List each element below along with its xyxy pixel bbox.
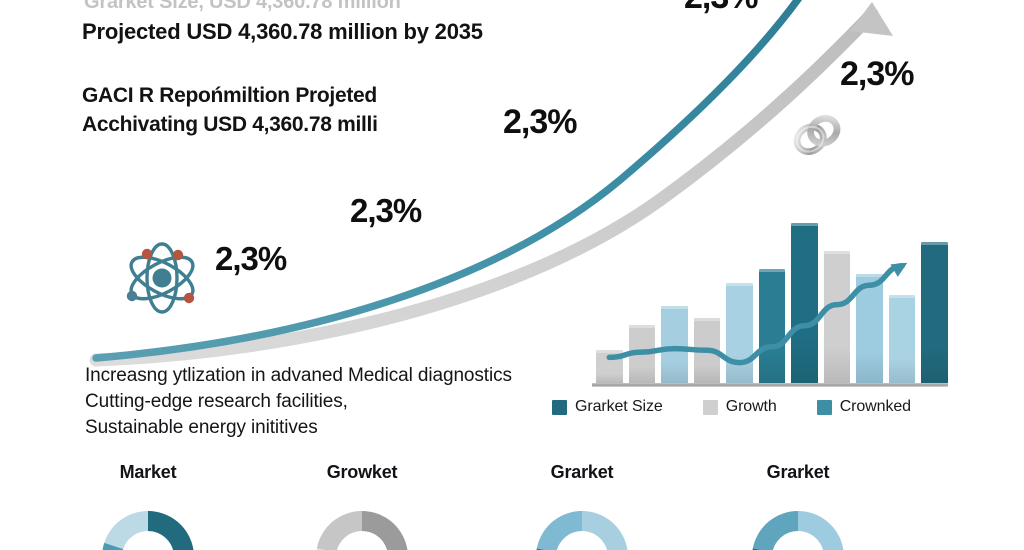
donut-chart-1 [86,495,210,550]
donut-slice [102,542,124,550]
donut-chart-3 [520,495,644,550]
bar-10 [888,295,916,383]
legend-label-crownked: Crownked [839,398,911,415]
donut-title-1: Market [119,462,177,482]
legend-swatch-growth [702,399,718,415]
bar-11 [921,242,948,383]
caption-line-1: Increasng ytlization in advaned Medical … [85,365,512,386]
donut-title-3: Grarket [550,462,614,482]
donut-chart-row: Market Growket Grarket Grarket [0,462,1024,550]
donut-cell-1: Market [48,462,248,550]
legend-swatch-crownked [816,399,832,415]
legend-item-grarket-size[interactable]: Grarket Size [552,398,663,416]
page-title: Projected USD 4,360.78 million by 2035 [82,19,483,44]
donut-cell-3: Grarket [482,462,682,550]
caption-line-3: Sustainable energy inititives [85,417,318,439]
donut-chart-2 [300,495,424,550]
donut-slice [148,511,194,550]
donut-title-2: Growket [326,462,398,482]
percent-callout-5: 2,3% [684,0,758,17]
donut-title-4: Grarket [766,462,830,482]
donut-chart-4 [736,495,860,550]
caption-line-2: Cutting-edge research facilities, [85,391,348,413]
bar-4 [693,317,721,383]
atom-icon [126,242,195,314]
bar-2 [628,324,656,383]
headline-subtitle-line-1: GACI R Repońmiltion Projeted [82,83,377,107]
headline-subtitle: GACI R Repońmiltion Projeted Acchivatin… [82,81,602,141]
percent-callout-1: 2,3% [215,240,287,277]
bar-7 [791,222,818,383]
bar-chart [592,206,948,391]
donut-slice [536,511,582,550]
donut-slice [316,511,362,550]
bar-9 [856,273,883,383]
legend-label-grarket-size: Grarket Size [575,398,663,415]
donut-slice [582,511,628,550]
legend-swatch-grarket-size [552,399,567,415]
bar-8 [823,251,851,383]
bar-6 [758,268,786,383]
baseline-curve-arrowhead [850,2,893,36]
headline-block: Projected USD 4,360.78 million by 2035 G… [82,18,602,140]
percent-callout-3: 2,3% [503,103,577,141]
donut-cell-4: Grarket [698,462,898,550]
donut-slice [752,511,798,550]
legend-label-growth: Growth [725,398,777,415]
donut-cell-2: Growket [262,462,462,550]
bar-5 [726,282,753,383]
donut-slice [798,511,844,550]
percent-callout-2: 2,3% [350,192,422,229]
clipped-headline-fragment: Grarket Size, USD 4,360.78 million [84,0,401,13]
percent-callout-4: 2,3% [840,55,914,93]
donut-slice [362,511,408,550]
donut-slice [104,511,148,549]
caption-block: Increasng ytlization in advaned Medical … [85,363,615,442]
legend-item-growth[interactable]: Growth [702,398,777,416]
atom-nucleus [152,268,172,288]
legend-item-crownked[interactable]: Crownked [816,398,911,416]
infinity-knot-icon [793,114,841,156]
headline-subtitle-line-2: Acchivating USD 4,360.78 milli [82,113,378,137]
bar-chart-bars [596,207,948,383]
bar-chart-baseline [592,383,948,387]
bar-3 [661,305,688,383]
bar-chart-legend: Grarket Size Growth Crownked [552,398,951,416]
